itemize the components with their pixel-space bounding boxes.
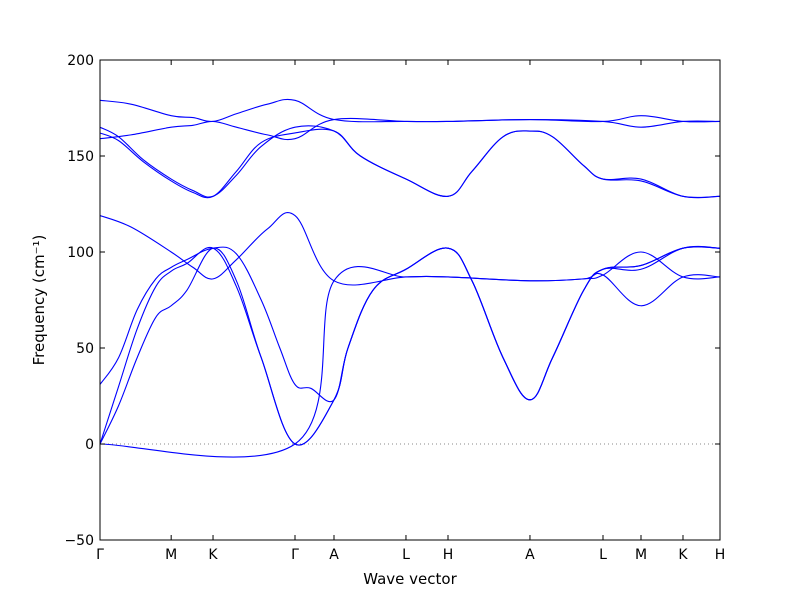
x-tick-label: M: [635, 547, 647, 563]
x-tick-label: K: [208, 547, 218, 563]
x-tick-label: M: [165, 547, 177, 563]
y-tick-label: 200: [67, 53, 94, 69]
band-series-3: [100, 246, 720, 403]
x-tick-label: Γ: [291, 547, 299, 563]
y-axis-label: Frequency (cm⁻¹): [30, 235, 48, 366]
band-series-1: [100, 245, 720, 446]
x-tick-label: H: [715, 547, 726, 563]
x-tick-label: L: [599, 547, 607, 563]
band-series-6: [100, 98, 720, 123]
x-tick-label: A: [329, 547, 339, 563]
band-series-9: [100, 128, 720, 199]
series-layer: [100, 98, 720, 458]
y-tick-label: 50: [76, 341, 94, 357]
x-tick-label: L: [402, 547, 410, 563]
x-tick-label: K: [678, 547, 688, 563]
x-tick-label: A: [525, 547, 535, 563]
y-tick-layer: −50 0 50 100 150 200: [64, 53, 720, 549]
y-tick-label: −50: [64, 533, 94, 549]
x-tick-label: H: [443, 547, 454, 563]
plot-frame: [99, 59, 721, 541]
x-axis-label: Wave vector: [363, 570, 457, 588]
y-tick-label: 100: [67, 245, 94, 261]
y-tick-label: 150: [67, 149, 94, 165]
band-series-5: [100, 266, 720, 458]
x-tick-label: Γ: [96, 547, 104, 563]
band-series-8: [100, 125, 720, 199]
band-series-7: [100, 117, 720, 141]
y-tick-label: 0: [85, 437, 94, 453]
band-series-4: [100, 212, 720, 286]
